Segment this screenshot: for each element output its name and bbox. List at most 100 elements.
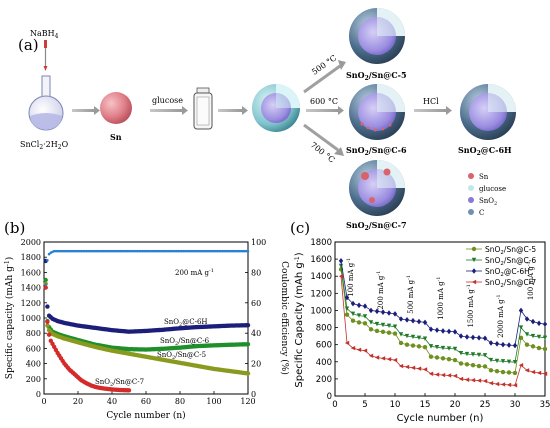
data-point: [410, 343, 416, 348]
legend-label-c: C: [479, 209, 484, 217]
data-point: [542, 346, 548, 352]
data-point: [458, 361, 464, 366]
legend-label-sn: Sn: [479, 173, 489, 181]
rate-label: 100 mA g-1: [526, 261, 535, 300]
data-point: [434, 327, 440, 333]
data-point: [350, 300, 356, 307]
temp-600-label: 600 °C: [310, 97, 338, 106]
sn-sphere: [100, 92, 132, 124]
legend-marker-sn: [468, 173, 474, 179]
data-point: [488, 340, 494, 346]
arrow-700: [303, 123, 344, 156]
data-point: [428, 354, 434, 359]
legend-label-c6h: SnO2@C-6H: [485, 267, 530, 278]
data-point: [45, 319, 50, 324]
y-tick-label: 2000: [21, 238, 41, 247]
series-label-b-c6: SnO2/Sn@C-6: [160, 337, 210, 347]
data-point: [446, 357, 452, 362]
product-label-c7: SnO2/Sn@C-7: [346, 220, 407, 232]
rate-label: 500 mA g-1: [406, 275, 415, 314]
data-point: [464, 362, 470, 367]
data-point: [380, 322, 386, 328]
data-point: [524, 332, 530, 337]
chart-b: (b) 020040060080010001200140016001800200…: [4, 219, 290, 421]
data-point: [458, 333, 464, 339]
data-point: [494, 368, 500, 374]
data-point: [440, 356, 446, 361]
product-sphere-c7: [349, 160, 405, 216]
data-point: [446, 328, 452, 335]
x-tick-label: 25: [480, 400, 491, 410]
data-point: [380, 329, 386, 335]
data-point: [374, 308, 380, 315]
dropper-icon: [43, 40, 48, 71]
data-point: [344, 294, 350, 301]
y-tick-label: 0: [327, 392, 332, 402]
data-point: [392, 311, 398, 317]
data-point: [488, 357, 494, 363]
xlabel-c: Cycle number (n): [397, 413, 484, 424]
x-tick-label: 20: [450, 400, 461, 410]
data-point: [506, 370, 512, 375]
y-tick-label: 1800: [21, 253, 41, 262]
data-point: [542, 335, 548, 341]
data-point: [422, 345, 428, 350]
data-point: [471, 246, 477, 252]
y-tick-label: 600: [26, 344, 41, 353]
data-point: [380, 356, 386, 361]
data-point: [350, 345, 356, 351]
rate-label: 1500 mA g-1: [466, 284, 475, 327]
y2-tick-label: 40: [251, 329, 261, 338]
data-point: [482, 353, 488, 358]
product-label-c6: SnO2/Sn@C-6: [346, 145, 407, 157]
series-c-1: [338, 263, 548, 365]
data-point: [410, 365, 416, 370]
data-point: [380, 309, 386, 315]
data-point: [500, 382, 506, 387]
y-tick-label: 1600: [21, 268, 41, 277]
data-point: [350, 311, 356, 317]
data-point: [542, 371, 548, 376]
data-point: [518, 363, 524, 368]
y-tick-label: 1000: [310, 306, 332, 316]
panel-label-b: (b): [4, 219, 25, 237]
data-point: [470, 377, 476, 383]
flask-icon: [28, 75, 64, 131]
coreshell-sphere: [252, 84, 300, 132]
y-tick-label: 1000: [21, 314, 41, 323]
data-point: [471, 257, 477, 263]
y-tick-label: 1600: [310, 255, 332, 265]
product-sphere-c5: [349, 8, 405, 64]
data-point: [422, 367, 428, 372]
data-point: [338, 263, 344, 269]
data-point: [344, 312, 350, 317]
data-point: [458, 376, 464, 382]
y-tick-label: 400: [26, 360, 41, 369]
data-point: [524, 368, 530, 373]
series-b-3: [43, 285, 132, 393]
data-point: [344, 340, 350, 346]
x-tick-label: 80: [175, 397, 185, 406]
legend-label-c5: SnO2/Sn@C-5: [485, 245, 536, 256]
data-point: [500, 359, 506, 364]
rate-annotation-b: 200 mA g-1: [175, 268, 214, 277]
data-point: [518, 325, 524, 330]
y2-tick-label: 0: [251, 390, 256, 399]
data-point: [536, 334, 542, 340]
data-point: [458, 351, 464, 356]
data-point: [126, 388, 132, 393]
scheme-legend: Sn glucose SnO2 C: [468, 173, 506, 217]
data-point: [530, 369, 536, 375]
arrow-600: [306, 106, 344, 115]
arrow-sn-to-autoclave: [150, 106, 188, 115]
data-point: [416, 318, 422, 325]
data-point: [43, 277, 48, 283]
data-point: [416, 366, 422, 371]
data-point: [428, 371, 434, 376]
data-point: [404, 342, 410, 347]
data-point: [506, 359, 512, 364]
product-sphere-c6h: [460, 84, 516, 140]
data-point: [422, 336, 428, 341]
data-point: [428, 344, 434, 349]
data-point: [476, 378, 482, 383]
